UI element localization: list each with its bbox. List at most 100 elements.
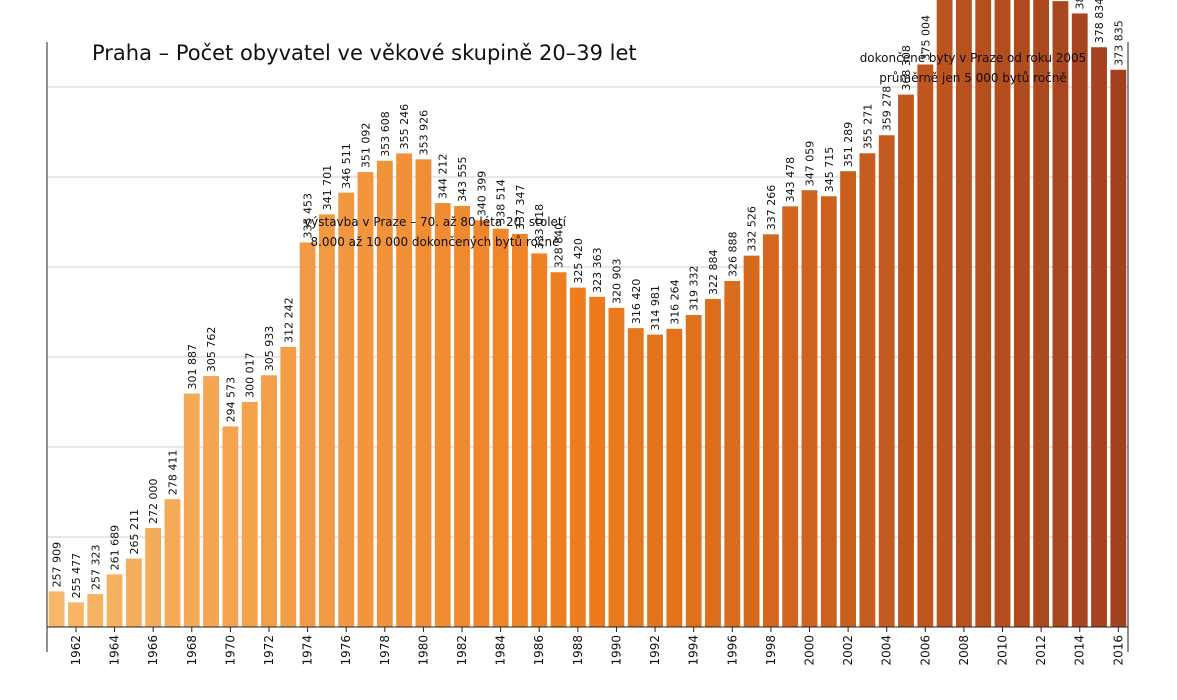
value-label-1987: 328 840 xyxy=(553,223,566,269)
value-label-2003: 355 271 xyxy=(861,104,874,150)
bar-2015 xyxy=(1091,47,1107,627)
x-tick-label-2016: 2016 xyxy=(1111,635,1125,666)
bar-1993 xyxy=(666,328,683,627)
value-label-1972: 305 933 xyxy=(263,326,276,372)
value-label-1964: 261 689 xyxy=(109,525,122,571)
x-tick-label-2008: 2008 xyxy=(957,635,971,666)
x-tick-label-1964: 1964 xyxy=(108,635,122,666)
bar-1999 xyxy=(782,206,799,627)
value-label-1989: 323 363 xyxy=(591,247,604,293)
x-tick-label-2004: 2004 xyxy=(880,635,894,666)
x-tick-label-1982: 1982 xyxy=(455,635,469,666)
annotation-2005-line1: dokončené byty v Praze od roku 2005 xyxy=(860,51,1087,65)
bar-1980 xyxy=(415,159,432,627)
bar-1987 xyxy=(550,272,567,627)
value-label-1967: 278 411 xyxy=(166,450,179,496)
value-label-1969: 305 762 xyxy=(205,327,218,373)
annotation-1970s-line1: výstavba v Praze – 70. až 80 léta 20. st… xyxy=(304,215,567,229)
bar-1994 xyxy=(685,315,702,627)
value-label-1986: 333 018 xyxy=(533,204,546,250)
bar-1967 xyxy=(164,499,181,627)
x-tick-label-1962: 1962 xyxy=(69,635,83,666)
x-tick-label-1976: 1976 xyxy=(339,635,353,666)
value-label-1991: 316 420 xyxy=(630,279,643,325)
bar-1977 xyxy=(357,172,374,627)
x-tick-label-1980: 1980 xyxy=(416,635,430,666)
value-label-1999: 343 478 xyxy=(784,157,797,203)
x-tick-label-1996: 1996 xyxy=(725,635,739,666)
bar-1962 xyxy=(68,602,84,627)
value-label-2016: 373 835 xyxy=(1112,20,1125,66)
value-label-2004: 359 278 xyxy=(881,86,894,132)
value-label-1974: 335 453 xyxy=(302,193,315,239)
bar-1997 xyxy=(743,255,760,627)
bar-1971 xyxy=(241,401,258,627)
value-label-2001: 345 715 xyxy=(823,147,836,193)
value-label-1962: 255 477 xyxy=(70,553,83,599)
x-tick-label-1990: 1990 xyxy=(609,635,623,666)
value-label-1979: 355 246 xyxy=(398,104,411,150)
value-label-1996: 326 888 xyxy=(726,232,739,278)
value-label-1988: 325 420 xyxy=(572,238,585,284)
value-label-1965: 265 211 xyxy=(128,509,141,555)
bar-2000 xyxy=(801,190,818,628)
x-tick-label-1992: 1992 xyxy=(648,635,662,666)
x-tick-label-1998: 1998 xyxy=(764,635,778,666)
value-label-1976: 346 511 xyxy=(340,143,353,189)
bar-1973 xyxy=(280,346,297,627)
value-label-1977: 351 092 xyxy=(360,123,373,169)
value-label-1968: 301 887 xyxy=(186,344,199,390)
bar-2008 xyxy=(956,0,972,627)
x-axis: 1962 1964 1966 1968 1970 1972 1974 1976 1978 1980… xyxy=(46,42,1129,666)
value-label-1983: 340 399 xyxy=(475,171,488,217)
value-label-1973: 312 242 xyxy=(282,297,295,343)
bar-2005 xyxy=(898,94,914,628)
bar-2010 xyxy=(994,0,1011,627)
bar-1982 xyxy=(454,206,470,627)
value-label-1961: 257 909 xyxy=(51,542,64,588)
value-label-2005: 368 308 xyxy=(900,45,913,91)
value-label-1980: 353 926 xyxy=(417,110,430,156)
x-tick-label-1994: 1994 xyxy=(687,635,701,666)
x-tick-label-2000: 2000 xyxy=(802,635,816,666)
bar-1998 xyxy=(762,234,779,628)
value-label-1997: 332 526 xyxy=(746,206,759,252)
bar-2003 xyxy=(859,153,876,627)
x-tick-label-1972: 1972 xyxy=(262,635,276,666)
annotation-1970s-line2: 8.000 až 10 000 dokončených bytů ročně xyxy=(310,235,559,249)
x-tick-label-2010: 2010 xyxy=(996,635,1010,666)
bar-2013 xyxy=(1052,1,1069,628)
bar-2016 xyxy=(1110,69,1127,628)
value-label-1990: 320 903 xyxy=(610,258,623,304)
x-tick-label-2006: 2006 xyxy=(918,635,932,666)
value-label-1981: 344 212 xyxy=(437,154,450,200)
value-label-1978: 353 608 xyxy=(379,111,392,157)
annotation-2005-line2: průměrně jen 5 000 bytů ročně xyxy=(879,71,1067,85)
value-labels: 257 909 255 477 257 323 261 689 265 211 272 0… xyxy=(51,0,1126,598)
value-label-1992: 314 981 xyxy=(649,285,662,331)
bar-1976 xyxy=(338,192,355,627)
bar-1983 xyxy=(473,220,490,627)
bar-1996 xyxy=(724,281,741,627)
bar-1969 xyxy=(203,376,219,627)
bar-1964 xyxy=(106,574,123,627)
value-label-1985: 337 347 xyxy=(514,184,527,230)
value-label-1975: 341 701 xyxy=(321,165,334,211)
bar-2001 xyxy=(820,196,837,627)
bar-1985 xyxy=(512,233,528,627)
value-label-1963: 257 323 xyxy=(89,545,102,591)
bar-2012 xyxy=(1033,0,1050,627)
bar-2004 xyxy=(878,135,895,627)
bar-2009 xyxy=(975,0,992,627)
value-label-1971: 300 017 xyxy=(244,352,257,398)
x-tick-label-1968: 1968 xyxy=(185,635,199,666)
bar-1989 xyxy=(589,296,606,627)
bar-2002 xyxy=(840,171,857,627)
value-label-1994: 319 332 xyxy=(688,266,701,312)
value-label-1966: 272 000 xyxy=(147,479,160,525)
x-tick-label-2002: 2002 xyxy=(841,635,855,666)
x-tick-label-1986: 1986 xyxy=(532,635,546,666)
value-label-1995: 322 884 xyxy=(707,250,720,296)
x-tick-label-2012: 2012 xyxy=(1034,635,1048,666)
value-label-1982: 343 555 xyxy=(456,157,469,203)
